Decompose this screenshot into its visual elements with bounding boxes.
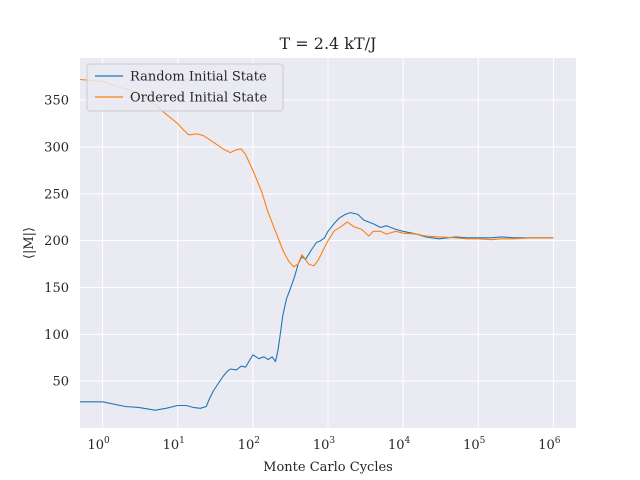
y-tick-label: 50 bbox=[52, 375, 69, 390]
series-group bbox=[79, 78, 554, 411]
y-tick-label: 300 bbox=[44, 140, 69, 155]
legend-label-random: Random Initial State bbox=[130, 70, 267, 85]
series-line-ordered bbox=[79, 78, 554, 268]
legend: Random Initial State Ordered Initial Sta… bbox=[86, 63, 284, 112]
y-tick-label: 250 bbox=[44, 187, 69, 202]
legend-label-ordered: Ordered Initial State bbox=[130, 91, 267, 106]
y-axis-label: ⟨|M|⟩ bbox=[22, 227, 37, 259]
y-axis-ticks: 50 100 150 200 250 300 350 bbox=[44, 94, 69, 390]
y-tick-label: 100 bbox=[44, 328, 69, 343]
series-line-random bbox=[80, 212, 554, 411]
grid bbox=[80, 58, 576, 428]
x-axis-label: Monte Carlo Cycles bbox=[263, 460, 393, 475]
chart-title: T = 2.4 kT/J bbox=[280, 34, 377, 53]
y-tick-label: 200 bbox=[44, 234, 69, 249]
y-tick-label: 150 bbox=[44, 281, 69, 296]
legend-box bbox=[86, 63, 284, 112]
y-tick-label: 350 bbox=[44, 94, 69, 109]
